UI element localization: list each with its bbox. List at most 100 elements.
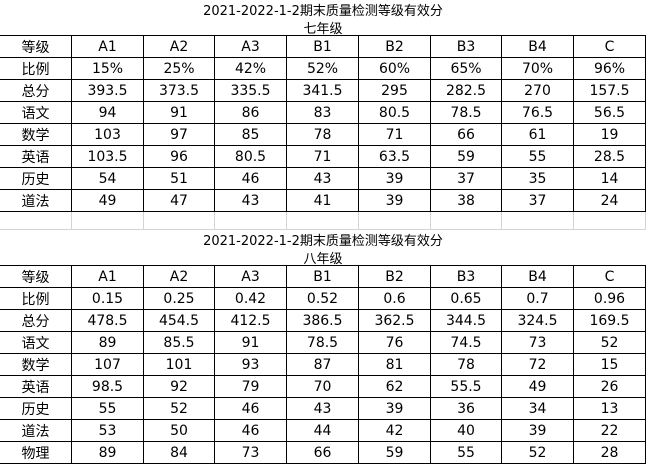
data-cell: 93 [215, 354, 287, 376]
row-label: 比例 [0, 58, 72, 80]
data-cell: 59 [359, 442, 431, 464]
empty-cell [359, 212, 431, 230]
header-cell: B3 [431, 266, 502, 288]
grade-title: 八年级 [303, 252, 343, 267]
data-cell: 96 [144, 146, 215, 168]
data-cell: 25% [144, 58, 215, 80]
row-label: 英语 [0, 376, 72, 398]
data-cell: 270 [502, 80, 574, 102]
data-cell: 96% [574, 58, 646, 80]
data-cell: 89 [72, 332, 144, 354]
data-cell: 19 [574, 124, 646, 146]
data-cell: 454.5 [144, 310, 215, 332]
data-cell: 71 [359, 124, 431, 146]
data-cell: 412.5 [215, 310, 287, 332]
data-cell: 92 [144, 376, 215, 398]
data-cell: 78.5 [431, 102, 502, 124]
empty-cell [431, 212, 502, 230]
data-cell: 83 [287, 102, 359, 124]
data-cell: 91 [144, 102, 215, 124]
empty-cell [144, 212, 215, 230]
data-cell: 76 [359, 332, 431, 354]
data-cell: 37 [431, 168, 502, 190]
data-cell: 81 [359, 354, 431, 376]
header-cell: C [574, 36, 646, 58]
data-cell: 341.5 [287, 80, 359, 102]
data-cell: 26 [574, 376, 646, 398]
data-cell: 98.5 [72, 376, 144, 398]
data-cell: 51 [144, 168, 215, 190]
data-cell: 85.5 [144, 332, 215, 354]
data-cell: 55 [502, 146, 574, 168]
header-cell: B1 [287, 36, 359, 58]
empty-cell [215, 212, 287, 230]
row-label: 物理 [0, 442, 72, 464]
data-cell: 42 [359, 420, 431, 442]
data-cell: 63.5 [359, 146, 431, 168]
sheet-title: 2021-2022-1-2期末质量检测等级有效分 [203, 234, 443, 249]
data-cell: 39 [502, 420, 574, 442]
data-cell: 76.5 [502, 102, 574, 124]
data-cell: 46 [215, 420, 287, 442]
data-cell: 52 [144, 398, 215, 420]
data-cell: 72 [502, 354, 574, 376]
data-cell: 169.5 [574, 310, 646, 332]
data-cell: 362.5 [359, 310, 431, 332]
header-cell: 等级 [0, 266, 72, 288]
data-cell: 59 [431, 146, 502, 168]
data-cell: 49 [502, 376, 574, 398]
data-cell: 79 [215, 376, 287, 398]
data-cell: 46 [215, 398, 287, 420]
data-cell: 54 [72, 168, 144, 190]
data-cell: 80.5 [359, 102, 431, 124]
empty-cell [0, 212, 72, 230]
data-cell: 73 [502, 332, 574, 354]
data-cell: 39 [359, 190, 431, 212]
header-cell: A2 [144, 266, 215, 288]
row-label: 比例 [0, 288, 72, 310]
data-cell: 46 [215, 168, 287, 190]
header-cell: 等级 [0, 36, 72, 58]
data-cell: 60% [359, 58, 431, 80]
data-cell: 56.5 [574, 102, 646, 124]
data-cell: 0.52 [287, 288, 359, 310]
header-cell: B2 [359, 36, 431, 58]
data-cell: 70% [502, 58, 574, 80]
data-cell: 55.5 [431, 376, 502, 398]
row-label: 总分 [0, 310, 72, 332]
data-cell: 89 [72, 442, 144, 464]
grade-title: 七年级 [303, 22, 343, 37]
data-cell: 44 [287, 420, 359, 442]
data-cell: 103 [72, 124, 144, 146]
data-cell: 282.5 [431, 80, 502, 102]
data-cell: 0.25 [144, 288, 215, 310]
data-cell: 50 [144, 420, 215, 442]
table-border [0, 35, 646, 36]
data-cell: 78.5 [287, 332, 359, 354]
data-cell: 101 [144, 354, 215, 376]
row-label: 总分 [0, 80, 72, 102]
row-label: 语文 [0, 102, 72, 124]
data-cell: 42% [215, 58, 287, 80]
data-cell: 35 [502, 168, 574, 190]
row-label: 道法 [0, 190, 72, 212]
header-cell: A1 [72, 266, 144, 288]
data-cell: 0.15 [72, 288, 144, 310]
header-cell: B2 [359, 266, 431, 288]
data-cell: 373.5 [144, 80, 215, 102]
data-cell: 52 [574, 332, 646, 354]
data-cell: 62 [359, 376, 431, 398]
data-cell: 84 [144, 442, 215, 464]
data-cell: 324.5 [502, 310, 574, 332]
row-label: 历史 [0, 398, 72, 420]
header-cell: A2 [144, 36, 215, 58]
row-label: 数学 [0, 124, 72, 146]
data-cell: 74.5 [431, 332, 502, 354]
data-cell: 0.7 [502, 288, 574, 310]
header-cell: A1 [72, 36, 144, 58]
data-cell: 47 [144, 190, 215, 212]
data-cell: 71 [287, 146, 359, 168]
data-cell: 73 [215, 442, 287, 464]
data-cell: 36 [431, 398, 502, 420]
